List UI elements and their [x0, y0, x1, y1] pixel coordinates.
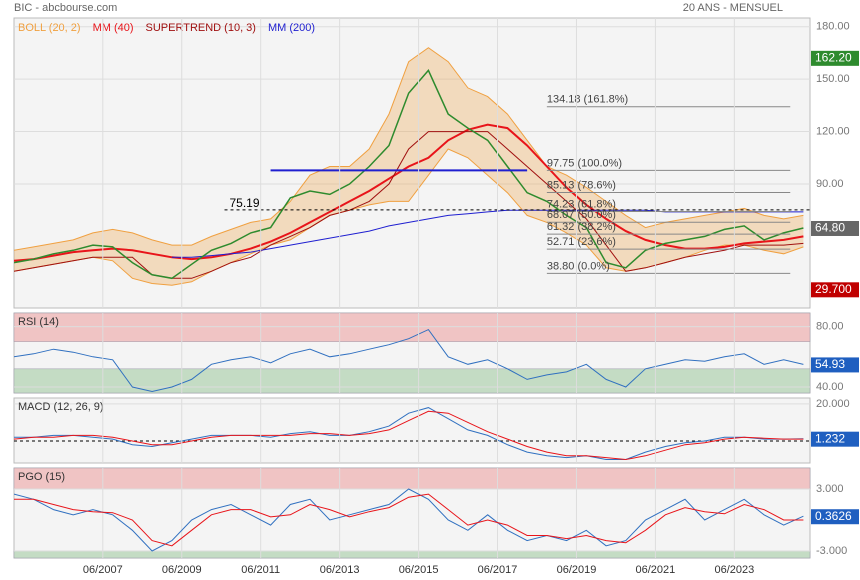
price-marker-label: 162.20 [815, 51, 852, 65]
price-marker [811, 431, 859, 447]
band-line [14, 47, 804, 251]
y-tick-label: 40.00 [816, 381, 844, 393]
price-marker [811, 50, 859, 66]
x-tick-label: 06/2015 [399, 564, 439, 576]
price-marker [811, 220, 859, 236]
series-line [14, 131, 804, 279]
period: 20 ANS - MENSUEL [683, 2, 783, 14]
panel-title: MACD (12, 26, 9) [18, 401, 104, 413]
panel [13, 397, 811, 464]
x-tick-label: 06/2021 [636, 564, 676, 576]
series-line [14, 410, 804, 461]
level-label: 75.19 [230, 196, 260, 210]
fib-label: 85.13 (78.6%) [547, 179, 616, 191]
y-tick-label: 150.00 [816, 73, 850, 85]
y-tick-label: 180.00 [816, 21, 850, 33]
page-title: BIC - abcbourse.com [14, 2, 117, 14]
y-tick-label: 3.000 [816, 483, 844, 495]
legend-entry: SUPERTREND (10, 3) [146, 22, 256, 34]
x-tick-label: 06/2019 [557, 564, 597, 576]
price-marker [811, 282, 859, 298]
price-marker-label: 64.80 [815, 221, 845, 235]
fib-label: 61.32 (38.2%) [547, 221, 616, 233]
panel-title: PGO (15) [18, 471, 65, 483]
x-tick-label: 06/2023 [714, 564, 754, 576]
fib-label: 38.80 (0.0%) [547, 260, 610, 272]
fib-label: 97.75 (100.0%) [547, 157, 622, 169]
fib-label: 52.71 (23.6%) [547, 236, 616, 248]
price-marker-label: 29.700 [815, 282, 852, 296]
price-marker [811, 357, 859, 373]
price-marker [811, 509, 859, 525]
series-line [14, 69, 804, 280]
fib-label: 74.23 (61.8%) [547, 198, 616, 210]
zone [13, 368, 811, 394]
zone [13, 467, 811, 490]
price-marker-label: 0.3626 [815, 509, 852, 523]
legend-entry: MM (40) [93, 22, 134, 34]
legend-entry: BOLL (20, 2) [18, 22, 81, 34]
x-tick-label: 06/2013 [320, 564, 360, 576]
x-tick-label: 06/2007 [83, 564, 123, 576]
y-tick-label: 120.00 [816, 125, 850, 137]
y-tick-label: -3.000 [816, 545, 847, 557]
x-tick-label: 06/2017 [478, 564, 518, 576]
series-line [14, 407, 804, 460]
y-tick-label: 90.00 [816, 178, 844, 190]
zone [13, 550, 811, 559]
x-tick-label: 06/2009 [162, 564, 202, 576]
series-line [14, 123, 804, 262]
fib-label: 68.07 (50.0%) [547, 209, 616, 221]
fib-label: 134.18 (161.8%) [547, 94, 628, 106]
series-line [14, 328, 804, 393]
series-line [14, 493, 804, 547]
y-tick-label: 20.000 [816, 398, 850, 410]
x-tick-label: 06/2011 [241, 564, 280, 576]
legend-entry: MM (200) [268, 22, 315, 34]
price-marker-label: 1.232 [815, 431, 845, 445]
panel-title: RSI (14) [18, 316, 59, 328]
series-line [14, 488, 804, 552]
y-tick-label: 80.00 [816, 320, 844, 332]
price-marker-label: 54.93 [815, 357, 845, 371]
